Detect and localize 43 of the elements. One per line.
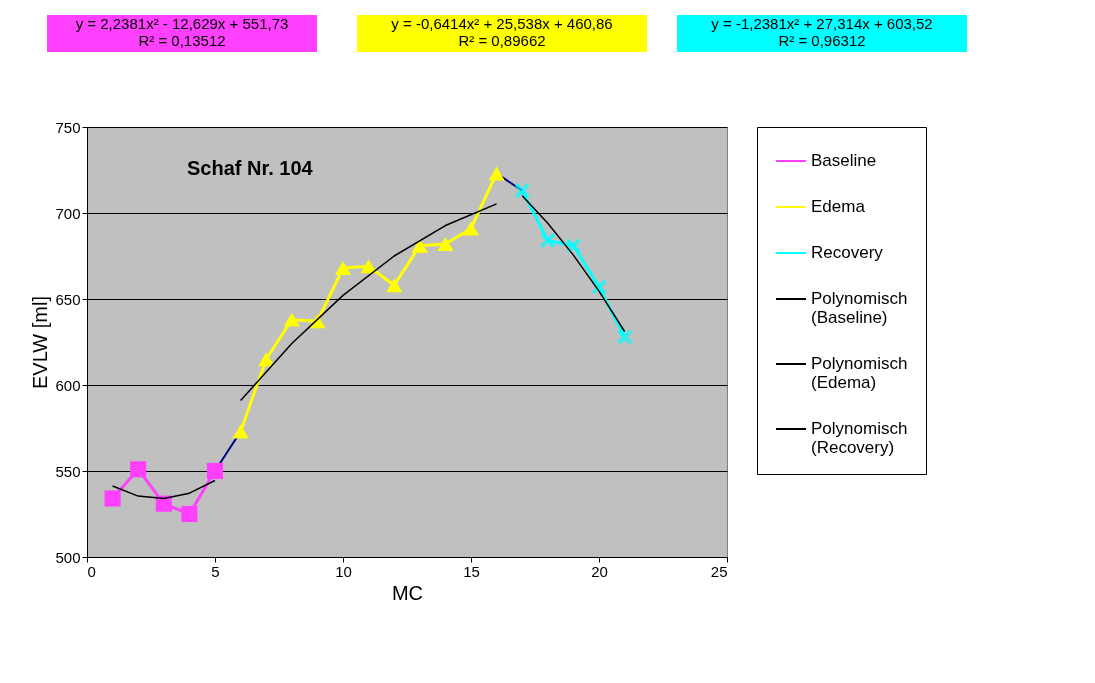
legend-label: Baseline	[811, 151, 877, 170]
point	[258, 352, 275, 367]
legend-label: Edema	[811, 197, 866, 216]
point	[283, 312, 300, 327]
point	[462, 221, 480, 236]
x-tick-label: 10	[335, 562, 352, 580]
point	[386, 278, 403, 293]
point	[488, 166, 505, 181]
x-axis-title: MC	[391, 581, 424, 604]
y-tick-label: 650	[55, 290, 81, 308]
point	[334, 261, 352, 276]
x-tick-label: 0	[87, 562, 96, 580]
y-tick-label: 550	[55, 462, 81, 480]
point	[590, 278, 608, 296]
text: y = 2,2381x² - 12,629x + 551,73 R² = 0,13512	[75, 15, 289, 49]
x-tick-label: 5	[211, 562, 220, 580]
point	[539, 232, 556, 249]
point	[437, 236, 454, 251]
point	[360, 259, 377, 274]
text: Schaf Nr. 104	[187, 157, 314, 179]
text: y = -0,6414x² + 25,538x + 460,86 R² = 0,89662	[391, 15, 613, 49]
point	[181, 505, 198, 523]
legend-label: Recovery	[811, 243, 884, 262]
point	[206, 462, 224, 480]
legend-label: Polynomisch (Edema)	[811, 354, 908, 392]
x-tick-label: 25	[710, 562, 728, 580]
legend-label: Polynomisch (Baseline)	[811, 289, 908, 327]
y-tick-label: 750	[55, 118, 81, 136]
y-tick-label: 500	[55, 548, 81, 566]
point	[411, 238, 428, 253]
point	[616, 328, 633, 345]
legend-label: Polynomisch (Recovery)	[811, 419, 908, 457]
y-axis-title: EVLW [ml]	[29, 296, 52, 389]
point	[232, 424, 249, 439]
y-tick-label: 700	[55, 204, 81, 222]
point	[104, 490, 121, 507]
point	[514, 182, 531, 199]
x-tick-label: 15	[463, 562, 480, 580]
y-tick-label: 600	[55, 376, 81, 394]
point	[130, 461, 147, 478]
text: y = -1,2381x² + 27,314x + 603,52 R² = 0,96312	[711, 15, 933, 49]
x-tick-label: 20	[591, 562, 608, 580]
point	[565, 237, 582, 254]
